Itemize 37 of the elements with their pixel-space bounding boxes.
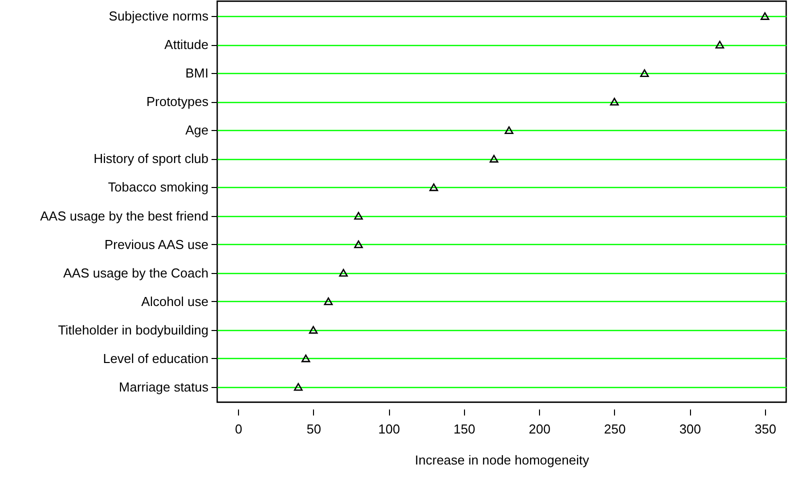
point: [354, 240, 363, 248]
y-tick-label: Prototypes: [146, 94, 209, 110]
y-tick-label: Marriage status: [118, 379, 209, 394]
x-tick-label: 300: [679, 422, 702, 436]
point: [610, 98, 619, 106]
point: [760, 12, 770, 20]
x-tick-label: 250: [604, 422, 626, 436]
y-tick-label: Level of education: [102, 350, 208, 366]
y-tick-label: Titleholder in bodybuilding: [58, 322, 208, 338]
point: [490, 154, 498, 163]
point: [429, 183, 438, 192]
point: [324, 297, 333, 306]
y-tick-label: AAS usage by the Coach: [63, 265, 208, 280]
x-tick-label: 150: [454, 422, 476, 436]
y-tick-label: Tobacco smoking: [108, 180, 208, 195]
x-tick-label: 200: [528, 422, 550, 436]
y-tick-label: Alcohol use: [141, 294, 208, 309]
y-tick-label: Previous AAS use: [104, 236, 208, 252]
y-tick-label: AAS usage by the best friend: [40, 208, 208, 224]
y-tick-label: BMI: [185, 66, 208, 81]
point: [715, 40, 724, 48]
x-tick-label: 50: [306, 422, 322, 436]
point: [504, 126, 514, 134]
y-tick-label: History of sport club: [94, 151, 208, 166]
point: [339, 268, 348, 277]
y-tick-label: Subjective norms: [108, 8, 209, 24]
x-axis-title: Increase in node homogeneity: [414, 452, 590, 468]
x-tick-label: 0: [234, 422, 242, 436]
point: [301, 354, 310, 362]
point: [308, 326, 318, 334]
x-tick-label: 350: [754, 422, 776, 436]
point: [294, 383, 303, 391]
y-tick-label: Age: [185, 122, 208, 138]
point: [640, 69, 649, 78]
point: [354, 212, 363, 220]
y-tick-label: Attitude: [164, 37, 208, 52]
x-tick-label: 100: [378, 422, 400, 436]
